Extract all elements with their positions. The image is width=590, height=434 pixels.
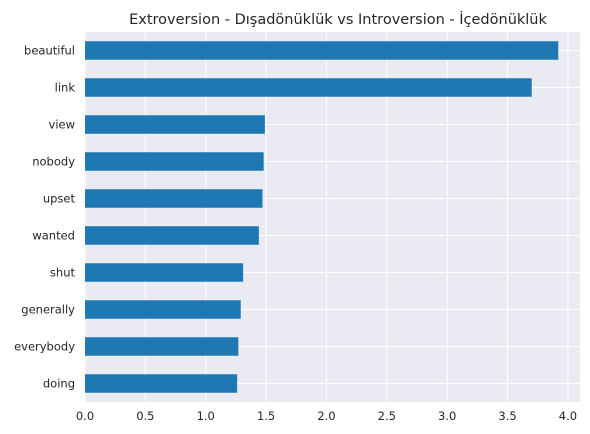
x-tick-label: 0.5	[136, 409, 154, 423]
bar-generally	[85, 300, 241, 319]
y-tick-label-nobody: nobody	[32, 155, 75, 169]
x-tick-labels: 0.0 0.5 1.0 1.5 2.0 2.5 3.0 3.5 4.0	[76, 409, 577, 423]
y-tick-labels: beautiful link view nobody upset wanted shut ge…	[14, 44, 75, 391]
x-tick-label: 0.0	[76, 409, 94, 423]
bar-everybody	[85, 337, 239, 356]
bar-beautiful	[85, 41, 559, 60]
bar-nobody	[85, 152, 264, 171]
y-tick-label-view: view	[49, 118, 75, 132]
x-tick-label: 1.0	[197, 409, 215, 423]
bar-link	[85, 78, 532, 97]
y-tick-label-upset: upset	[43, 192, 76, 206]
y-tick-label-generally: generally	[21, 303, 75, 317]
x-tick-label: 3.5	[498, 409, 516, 423]
bar-wanted	[85, 226, 259, 245]
y-tick-label-everybody: everybody	[14, 340, 75, 354]
y-tick-label-beautiful: beautiful	[24, 44, 75, 58]
y-tick-label-wanted: wanted	[32, 229, 75, 243]
x-tick-label: 4.0	[559, 409, 577, 423]
y-tick-label-doing: doing	[43, 377, 75, 391]
bar-upset	[85, 189, 263, 208]
y-tick-label-shut: shut	[50, 266, 76, 280]
x-tick-label: 2.0	[317, 409, 335, 423]
x-tick-label: 2.5	[378, 409, 396, 423]
x-tick-label: 1.5	[257, 409, 275, 423]
bars	[85, 41, 559, 393]
chart-title: Extroversion - Dışadönüklük vs Introvers…	[129, 10, 547, 28]
bar-view	[85, 115, 265, 134]
y-tick-label-link: link	[55, 81, 76, 95]
x-tick-label: 3.0	[438, 409, 456, 423]
bar-shut	[85, 263, 244, 282]
bar-doing	[85, 374, 238, 393]
